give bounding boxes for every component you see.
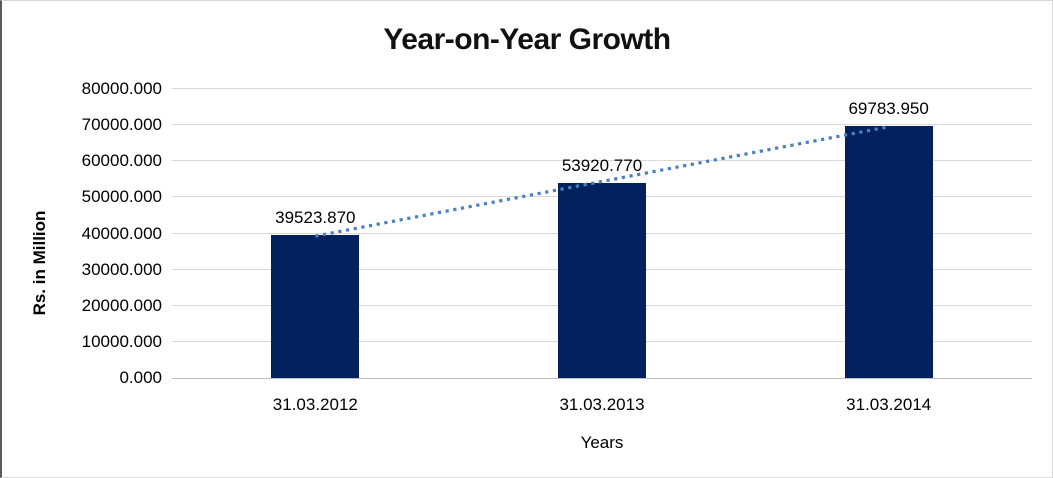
- y-tick-label: 60000.000: [81, 151, 162, 171]
- bar-31.03.2013: [558, 183, 646, 378]
- bar-value-label: 53920.770: [561, 156, 643, 176]
- chart-title: Year-on-Year Growth: [383, 23, 671, 56]
- y-tick-label: 20000.000: [81, 295, 162, 315]
- gridline: [172, 88, 1032, 89]
- y-tick-label: 70000.000: [81, 115, 162, 135]
- plot-area: 39523.870 53920.770 69783.950: [172, 88, 1032, 379]
- bar-31.03.2012: [271, 235, 360, 378]
- y-tick-label: 40000.000: [81, 223, 162, 243]
- gridline: [172, 124, 1032, 126]
- bar-value-label: 39523.870: [275, 208, 356, 228]
- y-tick-label: 50000.000: [81, 187, 162, 207]
- y-tick-label: 30000.000: [81, 259, 162, 279]
- bar-value-label: 69783.950: [848, 98, 929, 118]
- x-tick-label: 31.03.2012: [272, 395, 358, 414]
- y-tick-label: 0.000: [119, 368, 162, 387]
- trendline: [315, 125, 889, 238]
- x-axis-title: Years: [580, 433, 624, 452]
- x-axis-line: [172, 378, 1032, 379]
- bar-31.03.2014: [844, 125, 933, 378]
- gridline: [172, 160, 1032, 162]
- x-tick-label: 31.03.2013: [559, 395, 645, 414]
- x-tick-label: 31.03.2014: [846, 395, 932, 414]
- y-tick-label: 10000.000: [81, 331, 162, 351]
- y-tick-label: 80000.000: [81, 79, 162, 98]
